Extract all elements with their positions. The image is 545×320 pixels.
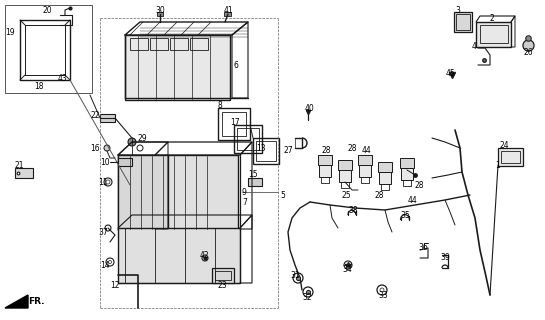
Bar (125, 35, 230, 100)
Text: 31: 31 (290, 270, 300, 279)
Text: 45: 45 (446, 68, 456, 77)
Text: 19: 19 (5, 28, 15, 36)
Text: 14: 14 (100, 260, 110, 269)
Text: 43: 43 (58, 74, 68, 83)
Text: 25: 25 (342, 190, 352, 199)
Text: 42: 42 (200, 251, 210, 260)
Bar (222, 112, 246, 136)
Text: 44: 44 (408, 196, 418, 204)
Bar (256, 141, 276, 161)
Bar (248, 178, 262, 186)
Bar (237, 128, 259, 150)
Circle shape (104, 145, 110, 151)
Text: 28: 28 (322, 146, 331, 155)
Text: 30: 30 (155, 5, 165, 14)
Text: 5: 5 (280, 190, 285, 199)
Bar (15, 168, 33, 178)
Text: 28: 28 (375, 190, 385, 199)
Bar (253, 138, 279, 164)
Bar (118, 158, 132, 166)
Text: 6: 6 (234, 60, 239, 69)
Text: 3: 3 (455, 5, 460, 14)
Text: 18: 18 (34, 82, 44, 91)
Text: 23: 23 (218, 281, 228, 290)
Text: 17: 17 (230, 117, 240, 126)
Text: 2: 2 (490, 13, 495, 22)
Text: 21: 21 (14, 161, 23, 170)
Bar (358, 155, 372, 165)
Text: FR.: FR. (28, 298, 45, 307)
Text: 15: 15 (248, 170, 258, 179)
Text: 40: 40 (305, 103, 315, 113)
Bar (218, 108, 250, 140)
Text: 13: 13 (256, 143, 265, 153)
Text: 1: 1 (495, 161, 500, 170)
Text: 41: 41 (224, 5, 234, 14)
Bar (130, 38, 148, 50)
Bar (215, 271, 231, 280)
Bar (456, 14, 470, 30)
Text: 29: 29 (138, 133, 148, 142)
Bar (338, 160, 352, 170)
Text: 27: 27 (284, 146, 294, 155)
Text: 8: 8 (218, 100, 223, 109)
Bar (480, 25, 508, 43)
Bar (118, 155, 168, 230)
Bar (501, 151, 520, 163)
Text: 34: 34 (342, 266, 352, 275)
Bar (318, 155, 332, 165)
Bar (5, 5, 92, 93)
Bar (234, 125, 262, 153)
Bar (118, 155, 238, 230)
Polygon shape (224, 12, 231, 16)
Text: 28: 28 (415, 180, 425, 189)
Text: 36: 36 (418, 243, 428, 252)
Text: 7: 7 (242, 197, 247, 206)
Bar (401, 168, 413, 180)
Bar (498, 148, 523, 166)
Polygon shape (5, 295, 28, 308)
Text: 32: 32 (302, 293, 312, 302)
Text: 38: 38 (348, 205, 358, 214)
Bar (190, 38, 208, 50)
Text: 26: 26 (524, 47, 534, 57)
Text: 22: 22 (90, 110, 100, 119)
Text: 35: 35 (400, 211, 410, 220)
Text: 28: 28 (348, 143, 358, 153)
Bar (150, 38, 168, 50)
Bar (378, 162, 392, 172)
Bar (170, 38, 188, 50)
Bar (359, 165, 371, 177)
Text: 16: 16 (90, 143, 100, 153)
Polygon shape (157, 12, 163, 16)
Text: 44: 44 (362, 146, 372, 155)
Text: 9: 9 (242, 188, 247, 196)
Text: 12: 12 (110, 281, 119, 290)
Bar (100, 114, 115, 122)
Circle shape (128, 138, 136, 146)
Text: 37: 37 (98, 228, 108, 236)
Text: 20: 20 (42, 5, 52, 14)
Text: 24: 24 (500, 140, 510, 149)
Bar (476, 22, 511, 47)
Text: 10: 10 (100, 157, 110, 166)
Bar (339, 170, 351, 182)
Bar (454, 12, 472, 32)
Text: 39: 39 (440, 253, 450, 262)
Bar (319, 165, 331, 177)
Text: 33: 33 (378, 291, 387, 300)
Text: 11: 11 (98, 178, 107, 187)
Bar (118, 228, 240, 283)
Bar (379, 172, 391, 184)
Bar (212, 268, 234, 283)
Bar (400, 158, 414, 168)
Text: 4: 4 (472, 42, 477, 51)
